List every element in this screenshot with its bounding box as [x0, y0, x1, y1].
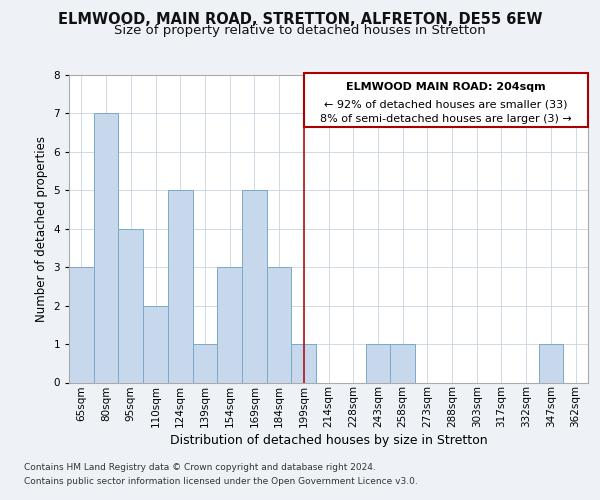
- Bar: [292, 344, 316, 383]
- Bar: [69, 267, 94, 382]
- Text: ← 92% of detached houses are smaller (33): ← 92% of detached houses are smaller (33…: [324, 100, 568, 110]
- Bar: [118, 229, 143, 382]
- Bar: [539, 344, 563, 383]
- Bar: [217, 267, 242, 382]
- Bar: [193, 344, 217, 383]
- Text: 8% of semi-detached houses are larger (3) →: 8% of semi-detached houses are larger (3…: [320, 114, 572, 124]
- Bar: [390, 344, 415, 383]
- Text: Contains HM Land Registry data © Crown copyright and database right 2024.: Contains HM Land Registry data © Crown c…: [24, 464, 376, 472]
- Text: ELMWOOD, MAIN ROAD, STRETTON, ALFRETON, DE55 6EW: ELMWOOD, MAIN ROAD, STRETTON, ALFRETON, …: [58, 12, 542, 28]
- Bar: [143, 306, 168, 382]
- Bar: [242, 190, 267, 382]
- Bar: [94, 114, 118, 382]
- Text: Contains public sector information licensed under the Open Government Licence v3: Contains public sector information licen…: [24, 477, 418, 486]
- Bar: [365, 344, 390, 383]
- FancyBboxPatch shape: [304, 74, 588, 127]
- X-axis label: Distribution of detached houses by size in Stretton: Distribution of detached houses by size …: [170, 434, 487, 448]
- Y-axis label: Number of detached properties: Number of detached properties: [35, 136, 48, 322]
- Bar: [267, 267, 292, 382]
- Bar: [168, 190, 193, 382]
- Text: ELMWOOD MAIN ROAD: 204sqm: ELMWOOD MAIN ROAD: 204sqm: [346, 82, 546, 92]
- Text: Size of property relative to detached houses in Stretton: Size of property relative to detached ho…: [114, 24, 486, 37]
